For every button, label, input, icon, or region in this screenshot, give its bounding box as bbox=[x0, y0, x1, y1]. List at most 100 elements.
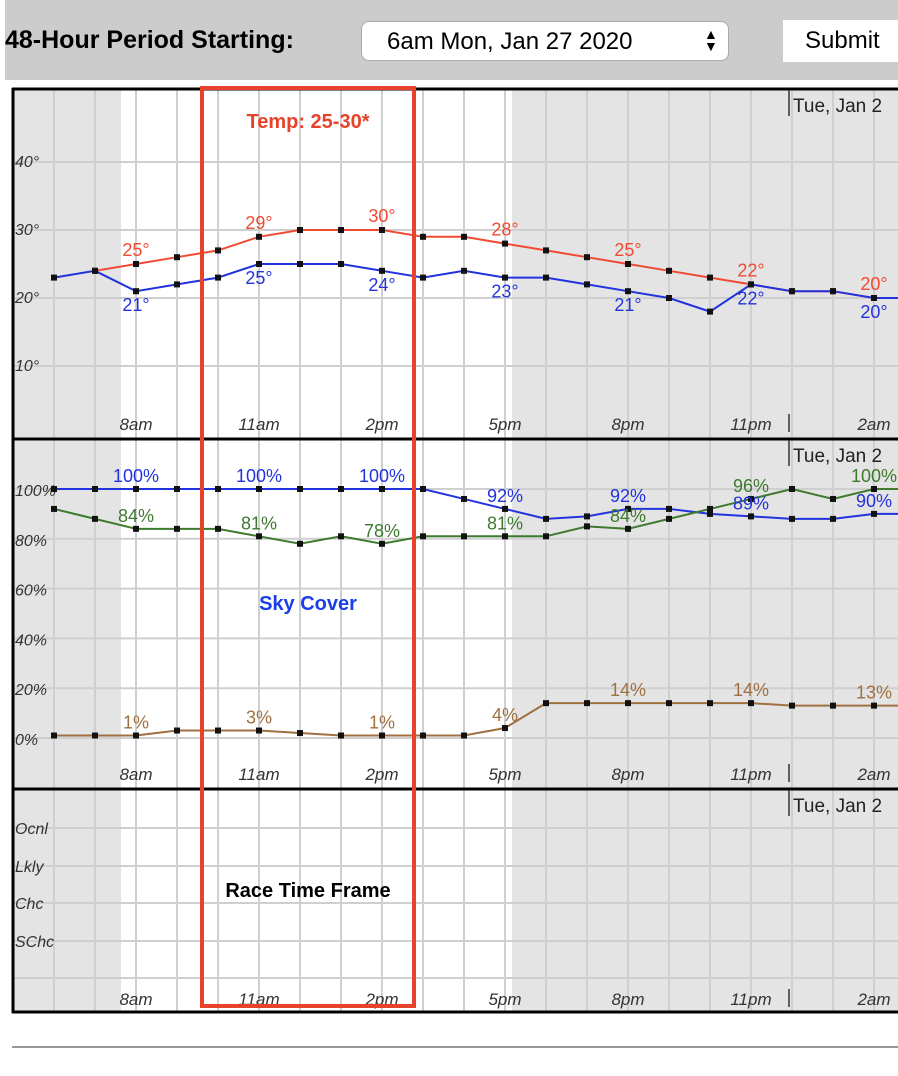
humidity-marker bbox=[707, 505, 713, 512]
x-tick-label: 8pm bbox=[611, 990, 644, 1009]
precip-marker bbox=[707, 700, 713, 707]
dewpoint-marker bbox=[789, 288, 795, 295]
x-tick-label: 5pm bbox=[488, 415, 521, 434]
y-tick-label: 40° bbox=[15, 154, 40, 171]
dewpoint-label: 21° bbox=[122, 295, 149, 315]
precip-label: 13% bbox=[856, 683, 892, 703]
precip-label: 3% bbox=[246, 708, 272, 728]
race-time-highlight-box bbox=[200, 86, 416, 1008]
night-shade bbox=[14, 90, 121, 1012]
dewpoint-marker bbox=[297, 261, 303, 267]
temperature-marker bbox=[297, 227, 303, 233]
precip-marker bbox=[584, 700, 590, 707]
dewpoint-marker bbox=[666, 295, 672, 301]
precip-marker bbox=[830, 702, 836, 709]
x-tick-label: 8pm bbox=[611, 415, 644, 434]
temperature-marker bbox=[707, 274, 713, 281]
precip-marker bbox=[256, 727, 262, 734]
dewpoint-marker bbox=[707, 308, 713, 315]
dewpoint-marker bbox=[379, 267, 385, 274]
x-tick-label: 11pm bbox=[730, 415, 771, 434]
humidity-marker bbox=[51, 505, 57, 512]
dewpoint-marker bbox=[215, 274, 221, 281]
precip-marker bbox=[543, 700, 549, 707]
temperature-marker bbox=[215, 247, 221, 254]
day-label: Tue, Jan 2 bbox=[793, 96, 882, 117]
humidity-marker bbox=[871, 486, 877, 492]
humidity-marker bbox=[379, 540, 385, 547]
dewpoint-marker bbox=[502, 274, 508, 281]
temperature-label: 22° bbox=[737, 260, 764, 280]
dewpoint-label: 22° bbox=[737, 288, 764, 308]
x-tick-label: 8pm bbox=[611, 765, 644, 784]
humidity-marker bbox=[666, 515, 672, 522]
humidity-label: 81% bbox=[487, 513, 523, 533]
submit-button[interactable]: Submit bbox=[783, 20, 898, 62]
footer-divider bbox=[12, 1046, 898, 1048]
dewpoint-marker bbox=[748, 281, 754, 288]
x-tick-label: 5pm bbox=[488, 765, 521, 784]
humidity-marker bbox=[133, 525, 139, 532]
precip-marker bbox=[871, 702, 877, 709]
temperature-marker bbox=[461, 233, 467, 240]
precip-marker bbox=[338, 732, 344, 739]
x-tick-label: 8am bbox=[119, 990, 152, 1009]
y-tick-label: 0% bbox=[15, 732, 38, 749]
dewpoint-marker bbox=[871, 295, 877, 301]
precip-label: 14% bbox=[733, 680, 769, 700]
precip-marker bbox=[174, 727, 180, 734]
period-select-value: 6am Mon, Jan 27 2020 bbox=[387, 28, 633, 55]
humidity-marker bbox=[215, 525, 221, 532]
humidity-marker bbox=[625, 525, 631, 532]
precip-label: 1% bbox=[123, 713, 149, 733]
dewpoint-label: 24° bbox=[368, 275, 395, 295]
dewpoint-line bbox=[53, 263, 898, 313]
precip-marker bbox=[51, 732, 57, 739]
sky-cover-marker bbox=[174, 486, 180, 492]
sky-cover-label: 100% bbox=[236, 466, 282, 486]
dewpoint-label: 20° bbox=[860, 302, 887, 322]
sky-cover-marker bbox=[215, 486, 221, 492]
x-tick-label: 8am bbox=[119, 765, 152, 784]
precip-marker bbox=[666, 700, 672, 707]
period-select[interactable]: 6am Mon, Jan 27 2020 ▲ ▼ bbox=[361, 21, 729, 61]
sky-cover-marker bbox=[707, 510, 713, 517]
precip-marker bbox=[215, 727, 221, 734]
temperature-marker bbox=[379, 227, 385, 233]
dewpoint-label: 25° bbox=[245, 268, 272, 288]
sky-cover-marker bbox=[625, 505, 631, 512]
sky-cover-line bbox=[54, 488, 898, 520]
race-time-frame-annotation: Race Time Frame bbox=[225, 880, 390, 902]
precip-marker bbox=[133, 732, 139, 739]
sky-cover-marker bbox=[543, 515, 549, 522]
dewpoint-marker bbox=[92, 267, 98, 274]
y-tick-label: SChc bbox=[15, 934, 54, 951]
humidity-label: 96% bbox=[733, 476, 769, 496]
humidity-label: 100% bbox=[851, 466, 897, 486]
temperature-label: 25° bbox=[614, 240, 641, 260]
night-shade bbox=[512, 90, 898, 1012]
y-tick-label: Lkly bbox=[15, 859, 44, 876]
precip-marker bbox=[379, 732, 385, 739]
x-tick-label: 2am bbox=[856, 415, 890, 434]
dewpoint-marker bbox=[543, 274, 549, 281]
x-tick-label: 11am bbox=[238, 415, 279, 434]
humidity-marker bbox=[584, 523, 590, 530]
temperature-label: 28° bbox=[491, 220, 518, 240]
dewpoint-label: 23° bbox=[491, 282, 518, 302]
day-label: Tue, Jan 2 bbox=[793, 796, 882, 817]
precip-marker bbox=[420, 732, 426, 739]
temperature-marker bbox=[625, 261, 631, 267]
precip-label: 4% bbox=[492, 705, 518, 725]
y-tick-label: Chc bbox=[15, 896, 43, 913]
dewpoint-marker bbox=[584, 281, 590, 288]
temperature-marker bbox=[174, 254, 180, 261]
temperature-marker bbox=[666, 267, 672, 274]
dewpoint-marker bbox=[625, 288, 631, 295]
precip-marker bbox=[297, 730, 303, 737]
humidity-label: 84% bbox=[610, 506, 646, 526]
humidity-marker bbox=[297, 540, 303, 547]
temperature-marker bbox=[338, 227, 344, 233]
day-label: Tue, Jan 2 bbox=[793, 446, 882, 467]
